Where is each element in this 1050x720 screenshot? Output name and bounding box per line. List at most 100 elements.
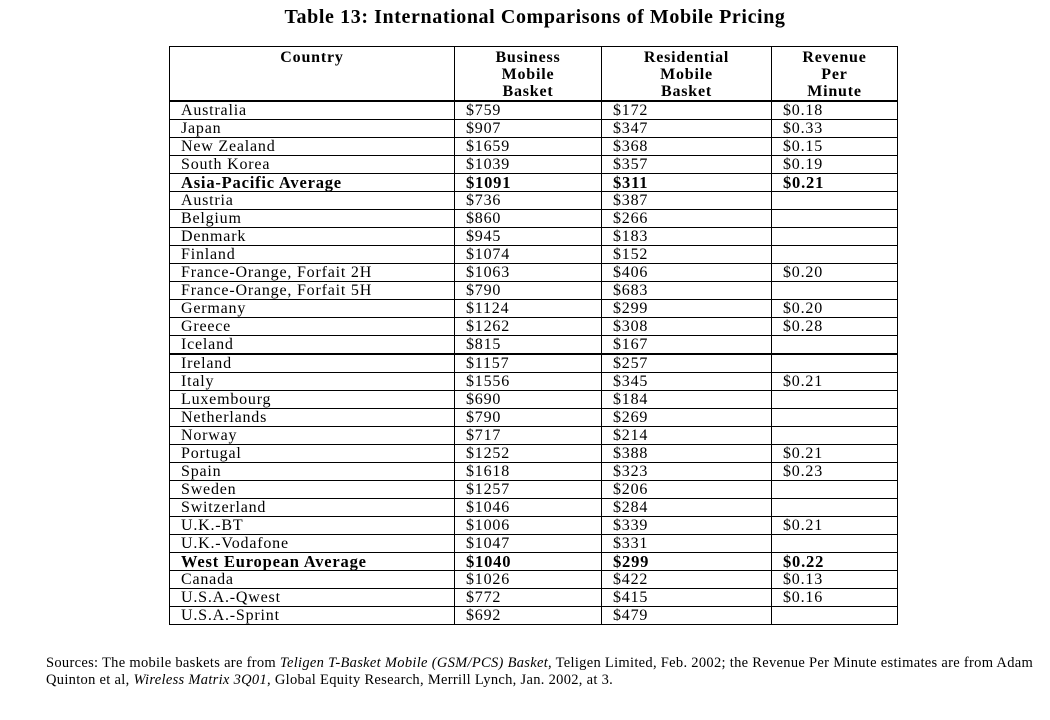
cell-revenue	[771, 534, 898, 553]
cell-country: Austria	[169, 191, 455, 210]
cell-revenue	[771, 209, 898, 228]
table-body: Australia $759 $172 $0.18 Japan $907 $347 $0.33…	[169, 100, 898, 625]
table-row: Italy $1556 $345 $0.21	[169, 372, 898, 391]
cell-business: $736	[454, 191, 602, 210]
cell-country: U.K.-BT	[169, 516, 455, 535]
cell-residential: $299	[601, 299, 772, 318]
cell-revenue: $0.20	[771, 299, 898, 318]
cell-residential: $323	[601, 462, 772, 481]
cell-business: $1124	[454, 299, 602, 318]
cell-residential: $347	[601, 119, 772, 138]
table-row: Japan $907 $347 $0.33	[169, 119, 898, 138]
cell-revenue: $0.23	[771, 462, 898, 481]
cell-residential: $683	[601, 281, 772, 300]
cell-country: U.S.A.-Sprint	[169, 606, 455, 625]
cell-business: $1039	[454, 155, 602, 174]
cell-residential: $311	[601, 173, 772, 192]
cell-country: Switzerland	[169, 498, 455, 517]
column-header-residential: Residential Mobile Basket	[601, 46, 772, 102]
cell-business: $717	[454, 426, 602, 445]
cell-residential: $214	[601, 426, 772, 445]
cell-revenue	[771, 426, 898, 445]
cell-business: $945	[454, 227, 602, 246]
cell-revenue: $0.21	[771, 372, 898, 391]
cell-business: $1040	[454, 552, 602, 571]
cell-country: Spain	[169, 462, 455, 481]
cell-revenue: $0.13	[771, 570, 898, 589]
cell-residential: $269	[601, 408, 772, 427]
cell-revenue	[771, 353, 898, 373]
table-row: Iceland $815 $167	[169, 335, 898, 355]
cell-residential: $345	[601, 372, 772, 391]
table-row: Ireland $1157 $257	[169, 353, 898, 373]
cell-revenue: $0.16	[771, 588, 898, 607]
table-row: Spain $1618 $323 $0.23	[169, 462, 898, 481]
cell-revenue	[771, 245, 898, 264]
cell-residential: $357	[601, 155, 772, 174]
cell-revenue: $0.33	[771, 119, 898, 138]
cell-country: Netherlands	[169, 408, 455, 427]
table-row: Norway $717 $214	[169, 426, 898, 445]
cell-country: Italy	[169, 372, 455, 391]
sources-note: Sources: The mobile baskets are from Tel…	[46, 655, 1034, 688]
cell-revenue: $0.20	[771, 263, 898, 282]
table-row: France-Orange, Forfait 5H $790 $683	[169, 281, 898, 300]
cell-country: Denmark	[169, 227, 455, 246]
cell-country: New Zealand	[169, 137, 455, 156]
cell-business: $772	[454, 588, 602, 607]
cell-country: West European Average	[169, 552, 455, 571]
cell-revenue: $0.15	[771, 137, 898, 156]
cell-country: Canada	[169, 570, 455, 589]
cell-country: Australia	[169, 100, 455, 120]
column-header-revenue: Revenue Per Minute	[771, 46, 898, 102]
cell-business: $907	[454, 119, 602, 138]
cell-country: U.S.A.-Qwest	[169, 588, 455, 607]
cell-country: France-Orange, Forfait 5H	[169, 281, 455, 300]
cell-revenue: $0.22	[771, 552, 898, 571]
cell-revenue: $0.18	[771, 100, 898, 120]
cell-business: $692	[454, 606, 602, 625]
cell-country: Luxembourg	[169, 390, 455, 409]
cell-residential: $299	[601, 552, 772, 571]
cell-business: $1252	[454, 444, 602, 463]
cell-business: $1556	[454, 372, 602, 391]
table-row: Portugal $1252 $388 $0.21	[169, 444, 898, 463]
table-row: Belgium $860 $266	[169, 209, 898, 228]
cell-business: $1063	[454, 263, 602, 282]
table-row: France-Orange, Forfait 2H $1063 $406 $0.20	[169, 263, 898, 282]
cell-country: Greece	[169, 317, 455, 336]
cell-residential: $388	[601, 444, 772, 463]
cell-business: $1659	[454, 137, 602, 156]
cell-residential: $406	[601, 263, 772, 282]
cell-revenue	[771, 606, 898, 625]
cell-business: $759	[454, 100, 602, 120]
cell-business: $815	[454, 335, 602, 355]
cell-business: $1006	[454, 516, 602, 535]
cell-residential: $152	[601, 245, 772, 264]
cell-business: $1047	[454, 534, 602, 553]
cell-revenue: $0.21	[771, 516, 898, 535]
cell-revenue	[771, 390, 898, 409]
table-row: Canada $1026 $422 $0.13	[169, 570, 898, 589]
cell-business: $1618	[454, 462, 602, 481]
cell-country: Asia-Pacific Average	[169, 173, 455, 192]
cell-residential: $167	[601, 335, 772, 355]
table-row: Luxembourg $690 $184	[169, 390, 898, 409]
cell-business: $690	[454, 390, 602, 409]
cell-country: Ireland	[169, 353, 455, 373]
cell-business: $1046	[454, 498, 602, 517]
cell-business: $790	[454, 281, 602, 300]
cell-residential: $257	[601, 353, 772, 373]
table-header-row: Country Business Mobile Basket Residenti…	[169, 46, 898, 102]
cell-revenue	[771, 191, 898, 210]
cell-revenue	[771, 227, 898, 246]
table-row: New Zealand $1659 $368 $0.15	[169, 137, 898, 156]
cell-country: Iceland	[169, 335, 455, 355]
cell-revenue: $0.19	[771, 155, 898, 174]
cell-residential: $339	[601, 516, 772, 535]
table-row: Germany $1124 $299 $0.20	[169, 299, 898, 318]
cell-revenue	[771, 408, 898, 427]
cell-residential: $479	[601, 606, 772, 625]
table-row: Asia-Pacific Average $1091 $311 $0.21	[169, 173, 898, 192]
cell-residential: $331	[601, 534, 772, 553]
